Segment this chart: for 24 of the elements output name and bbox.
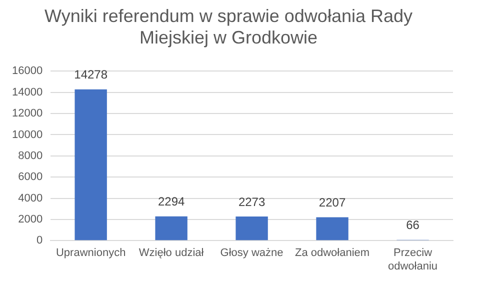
data-label: 14278 — [74, 68, 108, 82]
bar — [74, 89, 107, 240]
y-tick-label: 6000 — [18, 171, 43, 184]
data-label: 2207 — [318, 196, 346, 210]
bar — [155, 216, 188, 240]
y-tick-label: 10000 — [12, 128, 43, 141]
bar — [316, 217, 348, 240]
y-tick-label: 12000 — [12, 108, 43, 120]
y-tick-label: 0 — [36, 234, 43, 247]
chart-title: Wyniki referendum w sprawie odwołania Rady Miejskiej w Grodkowie — [44, 6, 412, 48]
y-tick-label: 4000 — [18, 192, 43, 204]
x-tick-label: Uprawnionych — [56, 247, 126, 260]
data-label: 66 — [406, 218, 420, 232]
data-label: 2294 — [158, 194, 185, 209]
x-tick-label: Głosy ważne — [220, 247, 284, 260]
y-tick-label: 16000 — [12, 65, 43, 78]
x-tick-label: Za odwołaniem — [294, 247, 370, 260]
data-label: 2273 — [238, 194, 266, 209]
x-tick-label: Wzięło udział — [138, 247, 204, 260]
bar — [236, 216, 268, 240]
x-tick-label: Przeciw odwołaniu — [388, 247, 438, 272]
y-tick-label: 14000 — [12, 86, 43, 98]
y-tick-label: 2000 — [18, 213, 43, 226]
y-tick-label: 8000 — [18, 150, 43, 162]
